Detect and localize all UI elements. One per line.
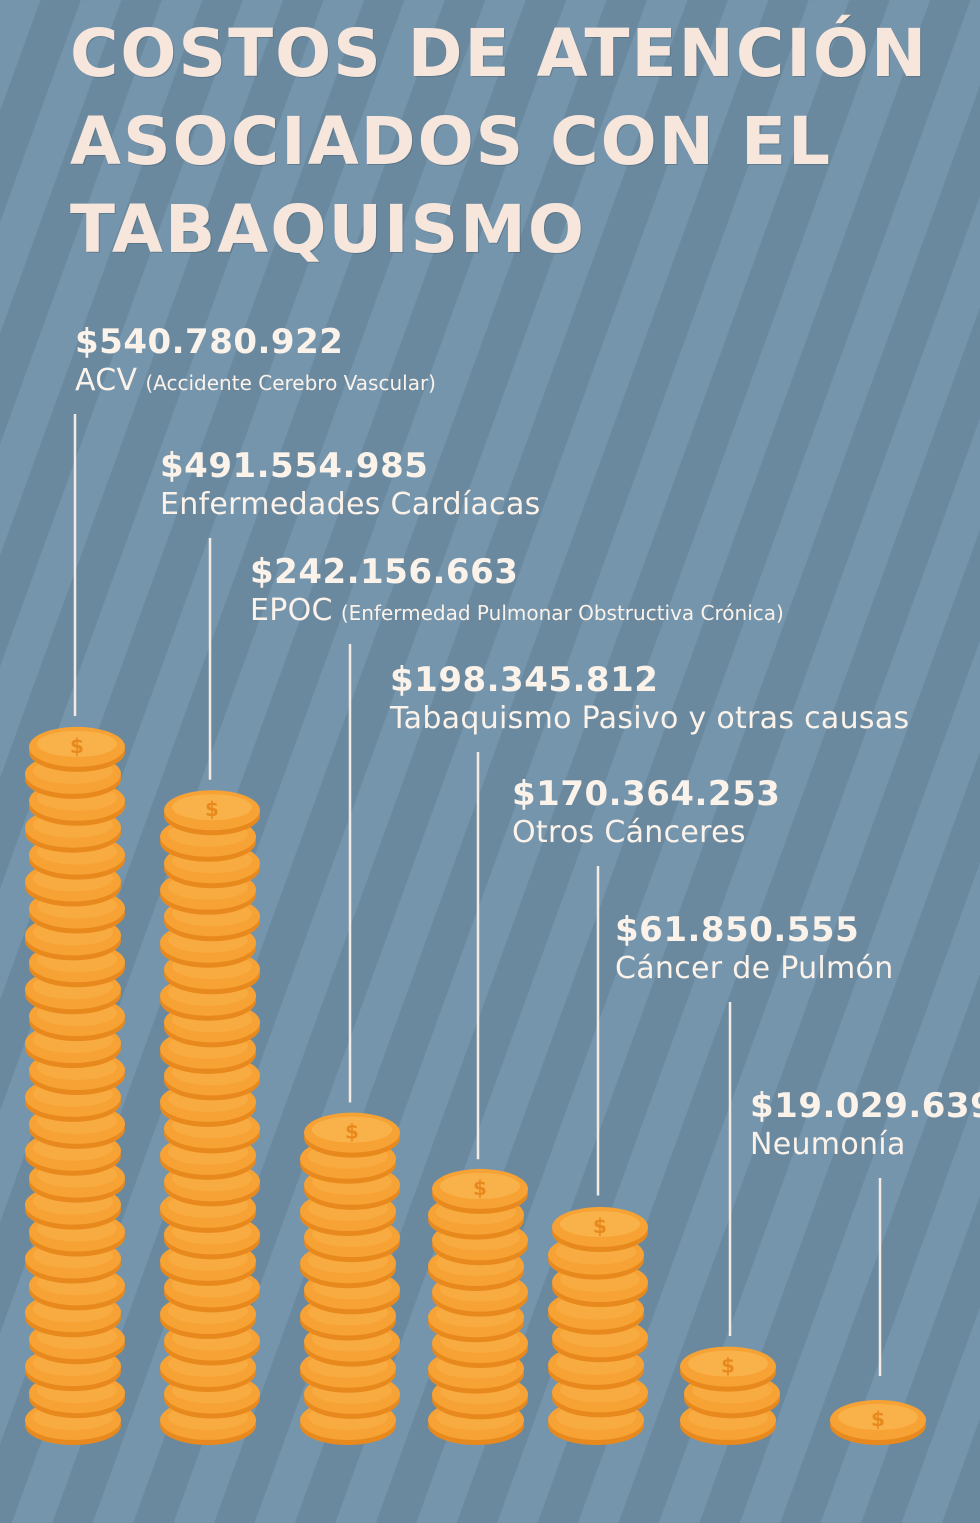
category-name-5: Cáncer de Pulmón [615,951,894,986]
coin-stack-bar-6: $ [830,1400,926,1445]
value-label-5: $61.850.555 [615,910,860,950]
coin-stack-bar-5: $ [680,1346,780,1445]
value-label-6: $19.029.639 [750,1086,980,1126]
category-label-5: $61.850.555 Cáncer de Pulmón [615,910,894,988]
chart-title: COSTOS DE ATENCIÓN ASOCIADOS CON EL TABA… [70,15,929,268]
value-label-3: $198.345.812 [390,660,659,700]
category-label-1: $491.554.985 Enfermedades Cardíacas [160,446,541,524]
svg-text:$: $ [593,1214,607,1238]
category-name-4: Otros Cánceres [512,815,746,850]
coin-stack-bar-4: $ [548,1207,648,1445]
svg-text:$: $ [721,1354,735,1378]
coin-stack-bar-0: $ [25,726,125,1445]
category-label-3: $198.345.812 Tabaquismo Pasivo y otras ca… [390,660,909,738]
svg-text:$: $ [70,734,84,758]
value-label-4: $170.364.253 [512,774,781,814]
category-name-3: Tabaquismo Pasivo y otras causas [390,701,910,736]
category-name-6: Neumonía [750,1127,906,1162]
coin-stack-bar-3: $ [428,1168,528,1445]
category-label-0: $540.780.922 ACV (Accidente Cerebro Vascul… [75,322,436,402]
value-label-2: $242.156.663 [250,552,519,592]
category-name-2: EPOC (Enfermedad Pulmonar Obstructiva Cró… [250,593,784,628]
svg-text:$: $ [871,1407,885,1431]
coin-stack-bar-2: $ [300,1112,400,1445]
category-note-0: (Accidente Cerebro Vascular) [145,371,436,395]
category-label-6: $19.029.639 Neumonía [750,1086,980,1164]
category-label-2: $242.156.663 EPOC (Enfermedad Pulmonar Obs… [250,552,784,632]
svg-text:$: $ [205,797,219,821]
category-label-4: $170.364.253 Otros Cánceres [512,774,780,852]
svg-text:$: $ [473,1176,487,1200]
category-note-2: (Enfermedad Pulmonar Obstructiva Crónica… [340,601,784,625]
category-name-1: Enfermedades Cardíacas [160,487,541,522]
value-label-0: $540.780.922 [75,322,344,362]
coin-stack-bar-1: $ [160,790,260,1445]
category-name-0: ACV (Accidente Cerebro Vascular) [75,363,436,398]
value-label-1: $491.554.985 [160,446,429,486]
svg-text:$: $ [345,1120,359,1144]
